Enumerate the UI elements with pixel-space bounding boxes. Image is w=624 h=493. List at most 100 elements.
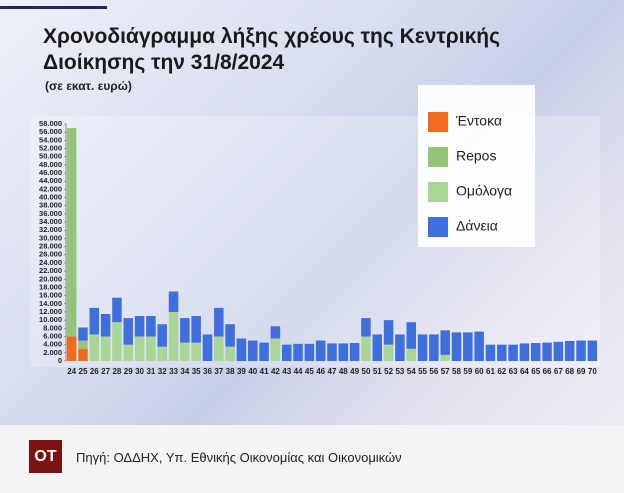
y-tick-label: 40.000 <box>39 193 62 202</box>
legend-label: Ομόλογα <box>456 183 512 199</box>
bar-segment <box>168 311 179 361</box>
bar-segment <box>485 344 496 361</box>
bar-segment <box>157 324 167 347</box>
y-tick-label: 48.000 <box>39 160 62 169</box>
bar-segment <box>383 344 394 361</box>
bar-segment <box>134 336 145 361</box>
x-tick-label: 40 <box>248 367 257 376</box>
x-tick-label: 25 <box>79 367 88 376</box>
x-tick-label: 62 <box>497 367 506 376</box>
legend-swatch <box>428 217 448 237</box>
bar-segment <box>78 340 88 349</box>
bar-segment <box>406 322 416 349</box>
bar-segment <box>180 318 190 343</box>
x-tick-label: 24 <box>67 367 76 376</box>
bar-segment <box>100 314 111 337</box>
bar-segment <box>576 340 586 361</box>
source: Πηγή: ΟΔΔΗΧ, Υπ. Εθνικής Οικονομίας και … <box>76 450 402 465</box>
bar-segment <box>225 346 235 361</box>
bar-segment <box>281 344 292 361</box>
x-tick-label: 52 <box>384 367 393 376</box>
bar-segment <box>451 332 462 361</box>
x-tick-label: 58 <box>452 367 461 376</box>
x-tick-label: 61 <box>486 367 495 376</box>
bar-segment <box>349 343 360 361</box>
y-tick-label: 18.000 <box>39 282 62 291</box>
bar-segment <box>89 334 100 361</box>
x-tick-label: 35 <box>192 367 201 376</box>
y-tick-label: 4.000 <box>43 340 62 349</box>
bar-segment <box>587 340 598 361</box>
bar-segment <box>564 340 575 361</box>
x-tick-label: 49 <box>350 367 359 376</box>
bar-segment <box>112 297 122 323</box>
x-tick-label: 34 <box>180 367 189 376</box>
bar-segment <box>417 334 428 361</box>
bar-segment <box>530 343 541 361</box>
x-tick-label: 37 <box>214 367 223 376</box>
x-tick-label: 36 <box>203 367 212 376</box>
bar-segment <box>112 322 122 361</box>
legend-label: Έντοκα <box>455 113 502 129</box>
bar-segment <box>542 342 552 361</box>
bar-segment <box>236 338 247 361</box>
x-tick-label: 42 <box>271 367 280 376</box>
y-tick-label: 28.000 <box>39 242 62 251</box>
bar-segment <box>519 343 530 361</box>
y-tick-label: 44.000 <box>39 176 62 185</box>
bar-segment <box>304 343 315 361</box>
x-tick-label: 30 <box>135 367 144 376</box>
y-tick-label: 52.000 <box>39 144 62 153</box>
legend-label: Δάνεια <box>456 218 498 234</box>
x-tick-label: 38 <box>226 367 235 376</box>
x-tick-label: 48 <box>339 367 348 376</box>
legend-swatch <box>428 182 448 202</box>
x-tick-label: 31 <box>146 367 155 376</box>
x-tick-label: 60 <box>475 367 484 376</box>
chart-subtitle: (σε εκατ. ευρώ) <box>45 79 132 93</box>
x-tick-label: 27 <box>101 367 110 376</box>
x-tick-label: 53 <box>395 367 404 376</box>
bar-segment <box>327 343 337 361</box>
x-tick-label: 63 <box>509 367 518 376</box>
footer <box>0 425 624 493</box>
y-tick-label: 36.000 <box>39 209 62 218</box>
bar-segment <box>100 336 111 361</box>
bar-segment <box>508 344 518 361</box>
bar-segment <box>270 338 281 361</box>
x-tick-label: 56 <box>429 367 438 376</box>
bar-segment <box>372 334 383 361</box>
x-tick-label: 65 <box>531 367 540 376</box>
y-tick-label: 42.000 <box>39 184 62 193</box>
bar-segment <box>214 336 224 361</box>
bar-segment <box>78 348 88 361</box>
y-tick-label: 16.000 <box>39 291 62 300</box>
x-tick-label: 50 <box>362 367 371 376</box>
x-tick-label: 57 <box>441 367 450 376</box>
y-tick-label: 12.000 <box>39 307 62 316</box>
legend-label: Repos <box>456 148 496 164</box>
chart-title: Χρονοδιάγραμμα λήξης χρέους της Κεντρική… <box>43 25 501 74</box>
y-tick-label: 6.000 <box>43 331 62 340</box>
bar-segment <box>474 331 484 361</box>
bar-segment <box>157 346 167 361</box>
y-tick-label: 46.000 <box>39 168 62 177</box>
x-tick-label: 51 <box>373 367 382 376</box>
bar-segment <box>191 316 201 343</box>
y-tick-label: 30.000 <box>39 233 62 242</box>
y-tick-label: 54.000 <box>39 135 62 144</box>
bar-segment <box>315 340 326 361</box>
y-tick-label: 2.000 <box>43 348 62 357</box>
legend-swatch <box>428 112 448 132</box>
legend-swatch <box>428 147 448 167</box>
y-tick-label: 26.000 <box>39 250 62 259</box>
x-tick-label: 46 <box>316 367 325 376</box>
bar-segment <box>429 334 439 361</box>
bar-segment <box>440 330 450 355</box>
bar-segment <box>146 316 156 337</box>
x-tick-label: 70 <box>588 367 597 376</box>
y-tick-label: 56.000 <box>39 127 62 136</box>
x-tick-label: 28 <box>112 367 121 376</box>
bar-segment <box>191 342 201 361</box>
